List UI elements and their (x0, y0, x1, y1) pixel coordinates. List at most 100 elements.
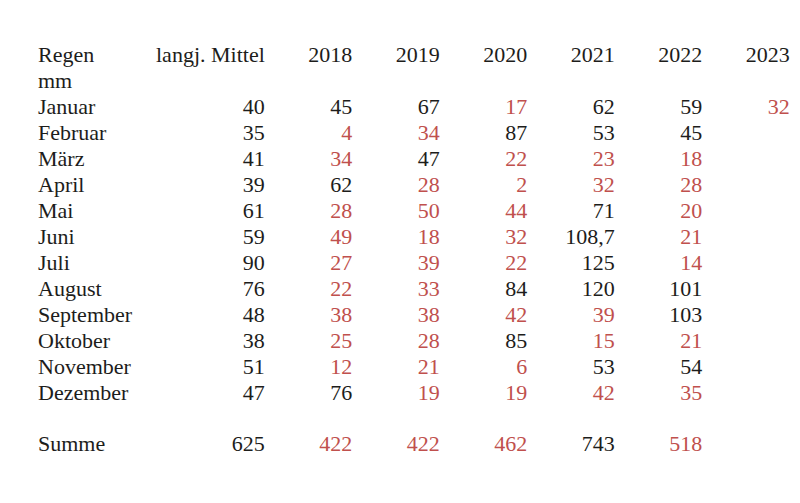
value-cell (702, 146, 790, 172)
value-cell: 40 (156, 94, 265, 120)
summary-row: Summe625422422462743518 (38, 406, 790, 457)
value-cell: 108,7 (527, 224, 615, 250)
value-cell: 28 (615, 172, 703, 198)
value-cell: 21 (352, 354, 440, 380)
value-cell: 38 (156, 328, 265, 354)
value-cell: 35 (156, 120, 265, 146)
value-cell: 76 (156, 276, 265, 302)
header-row: Regen langj. Mittel 2018 2019 2020 2021 … (38, 42, 790, 68)
value-cell: 34 (352, 120, 440, 146)
month-label: März (38, 146, 156, 172)
unit-row: mm (38, 68, 790, 94)
unit-row-filler (156, 68, 790, 94)
summary-label: Summe (38, 406, 156, 457)
col-header-2019: 2019 (352, 42, 440, 68)
month-label: Februar (38, 120, 156, 146)
col-header-2018: 2018 (265, 42, 353, 68)
value-cell: 62 (265, 172, 353, 198)
value-cell: 101 (615, 276, 703, 302)
value-cell: 32 (702, 94, 790, 120)
value-cell: 15 (527, 328, 615, 354)
value-cell: 71 (527, 198, 615, 224)
month-row-september: September4838384239103 (38, 302, 790, 328)
value-cell (702, 250, 790, 276)
unit-label: mm (38, 68, 156, 94)
value-cell: 20 (615, 198, 703, 224)
value-cell: 28 (352, 172, 440, 198)
col-header-langj-mittel: langj. Mittel (156, 42, 265, 68)
value-cell: 32 (440, 224, 528, 250)
col-header-2020: 2020 (440, 42, 528, 68)
value-cell: 2 (440, 172, 528, 198)
value-cell: 90 (156, 250, 265, 276)
value-cell: 62 (527, 94, 615, 120)
value-cell: 39 (156, 172, 265, 198)
table-title: Regen (38, 42, 156, 68)
value-cell: 12 (265, 354, 353, 380)
value-cell: 25 (265, 328, 353, 354)
value-cell: 34 (265, 146, 353, 172)
month-row-april: April39622823228 (38, 172, 790, 198)
month-row-juli: Juli9027392212514 (38, 250, 790, 276)
month-row-januar: Januar40456717625932 (38, 94, 790, 120)
month-row-februar: Februar35434875345 (38, 120, 790, 146)
value-cell: 45 (265, 94, 353, 120)
value-cell: 53 (527, 120, 615, 146)
value-cell: 85 (440, 328, 528, 354)
value-cell: 21 (615, 224, 703, 250)
col-header-2022: 2022 (615, 42, 703, 68)
month-label: November (38, 354, 156, 380)
value-cell: 49 (265, 224, 353, 250)
value-cell: 422 (352, 406, 440, 457)
month-label: September (38, 302, 156, 328)
value-cell (702, 380, 790, 406)
value-cell: 422 (265, 406, 353, 457)
value-cell (702, 172, 790, 198)
value-cell: 32 (527, 172, 615, 198)
value-cell: 59 (156, 224, 265, 250)
month-label: Dezember (38, 380, 156, 406)
value-cell: 67 (352, 94, 440, 120)
value-cell: 22 (440, 146, 528, 172)
value-cell: 47 (352, 146, 440, 172)
value-cell: 39 (527, 302, 615, 328)
value-cell (702, 354, 790, 380)
month-row-marz: März413447222318 (38, 146, 790, 172)
month-label: Mai (38, 198, 156, 224)
value-cell: 120 (527, 276, 615, 302)
value-cell: 462 (440, 406, 528, 457)
value-cell: 84 (440, 276, 528, 302)
value-cell: 54 (615, 354, 703, 380)
value-cell: 27 (265, 250, 353, 276)
value-cell: 35 (615, 380, 703, 406)
month-label: Juli (38, 250, 156, 276)
value-cell: 19 (440, 380, 528, 406)
value-cell: 76 (265, 380, 353, 406)
value-cell: 39 (352, 250, 440, 276)
value-cell: 103 (615, 302, 703, 328)
value-cell (702, 120, 790, 146)
value-cell (702, 328, 790, 354)
value-cell: 53 (527, 354, 615, 380)
value-cell: 61 (156, 198, 265, 224)
value-cell: 518 (615, 406, 703, 457)
value-cell: 51 (156, 354, 265, 380)
month-label: April (38, 172, 156, 198)
value-cell: 38 (352, 302, 440, 328)
month-row-november: November51122165354 (38, 354, 790, 380)
value-cell: 6 (440, 354, 528, 380)
col-header-2021: 2021 (527, 42, 615, 68)
value-cell (702, 198, 790, 224)
month-row-juni: Juni59491832108,721 (38, 224, 790, 250)
value-cell: 19 (352, 380, 440, 406)
value-cell: 17 (440, 94, 528, 120)
month-row-mai: Mai612850447120 (38, 198, 790, 224)
value-cell: 743 (527, 406, 615, 457)
value-cell: 33 (352, 276, 440, 302)
value-cell: 42 (527, 380, 615, 406)
month-label: August (38, 276, 156, 302)
value-cell: 44 (440, 198, 528, 224)
value-cell: 28 (265, 198, 353, 224)
value-cell: 50 (352, 198, 440, 224)
month-row-dezember: Dezember477619194235 (38, 380, 790, 406)
